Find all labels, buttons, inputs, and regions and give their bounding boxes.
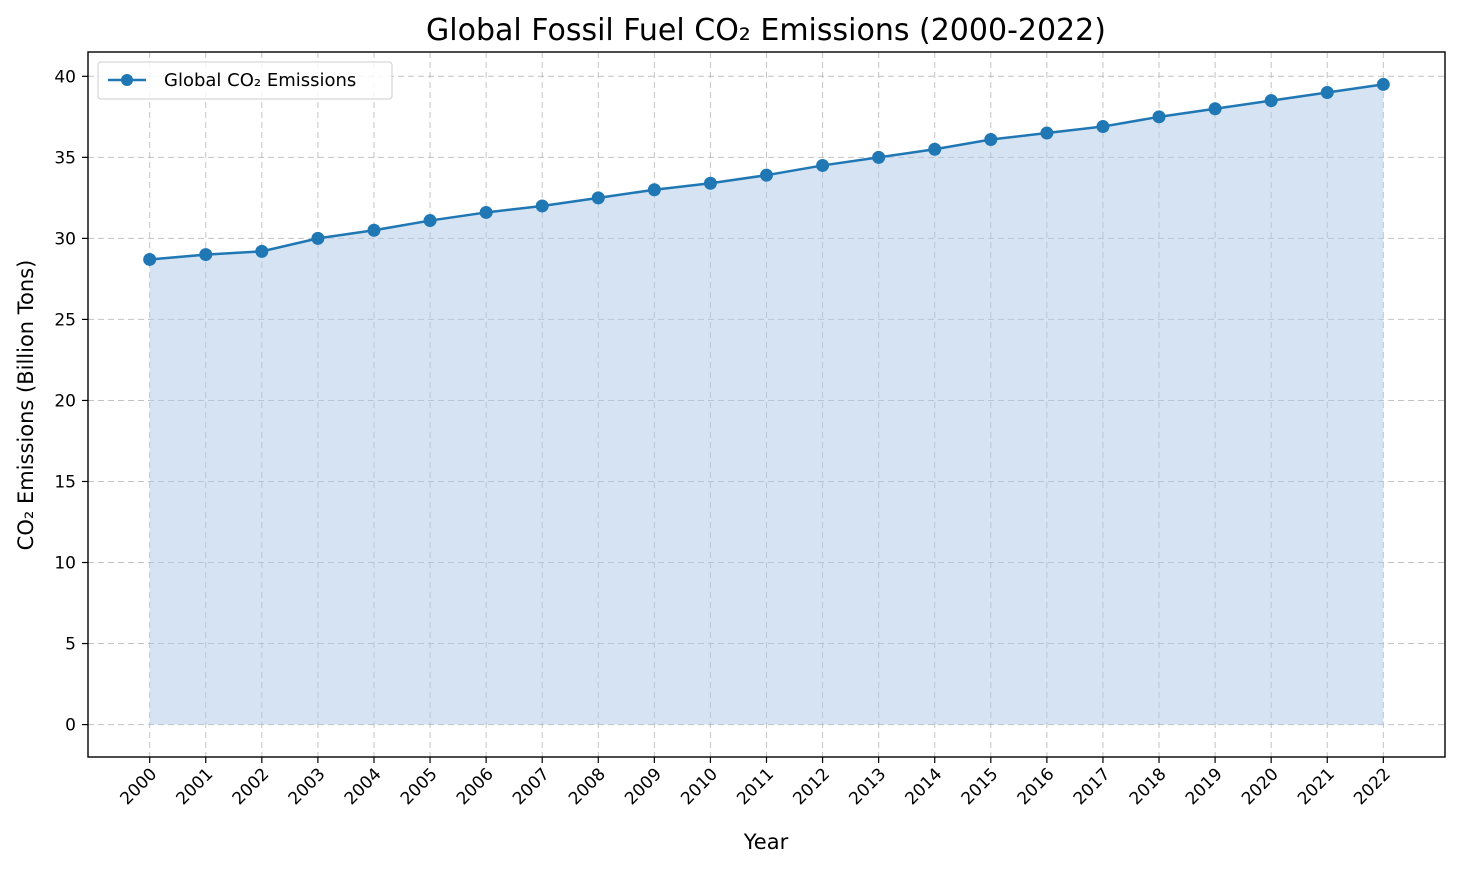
x-tick-label: 2017 bbox=[1070, 764, 1115, 809]
data-point bbox=[479, 205, 493, 219]
y-tick-label: 0 bbox=[65, 716, 76, 736]
data-point bbox=[367, 223, 381, 237]
y-tick-label: 35 bbox=[54, 148, 76, 168]
data-point bbox=[1264, 94, 1278, 108]
x-tick-label: 2010 bbox=[677, 764, 722, 809]
x-tick-label: 2008 bbox=[565, 764, 610, 809]
area-fill bbox=[149, 84, 1384, 725]
data-point bbox=[255, 244, 269, 258]
y-tick-label: 20 bbox=[54, 391, 76, 411]
data-point bbox=[1152, 110, 1166, 124]
legend-label: Global CO₂ Emissions bbox=[164, 70, 356, 91]
x-tick-label: 2007 bbox=[509, 764, 554, 809]
x-tick-label: 2009 bbox=[621, 764, 666, 809]
x-axis-ticks: 2000 2001 2002 2003 2004 2005 2006 2007 2008 2009… bbox=[116, 757, 1395, 809]
legend: Global CO₂ Emissions bbox=[97, 61, 393, 100]
data-point bbox=[535, 199, 549, 213]
data-point bbox=[1096, 120, 1110, 134]
x-tick-label: 2015 bbox=[958, 764, 1003, 809]
x-tick-label: 2019 bbox=[1182, 764, 1227, 809]
y-axis-ticks: 0 5 10 15 20 25 30 35 40 bbox=[54, 67, 88, 736]
x-tick-label: 2013 bbox=[845, 764, 890, 809]
x-tick-label: 2004 bbox=[341, 764, 386, 809]
area-under-line bbox=[149, 84, 1384, 725]
x-tick-label: 2016 bbox=[1014, 764, 1059, 809]
data-point bbox=[760, 168, 773, 182]
x-tick-label: 2005 bbox=[397, 764, 442, 809]
x-tick-label: 2002 bbox=[229, 764, 274, 809]
data-point bbox=[311, 231, 325, 245]
data-point bbox=[143, 252, 157, 266]
x-tick-label: 2020 bbox=[1238, 764, 1283, 809]
x-tick-label: 2011 bbox=[733, 764, 778, 809]
y-axis-label: CO₂ Emissions (Billion Tons) bbox=[14, 260, 38, 551]
y-tick-label: 40 bbox=[54, 67, 76, 87]
data-point bbox=[423, 214, 437, 228]
y-tick-label: 30 bbox=[54, 229, 76, 249]
x-tick-label: 2003 bbox=[285, 764, 330, 809]
data-point bbox=[647, 183, 661, 197]
data-points bbox=[143, 77, 1390, 266]
x-tick-label: 2018 bbox=[1126, 764, 1171, 809]
x-tick-label: 2000 bbox=[116, 764, 161, 809]
x-tick-label: 2012 bbox=[789, 764, 834, 809]
data-point bbox=[816, 158, 830, 172]
data-point bbox=[703, 176, 717, 190]
data-point bbox=[928, 142, 942, 156]
data-point bbox=[1040, 126, 1054, 140]
data-point bbox=[984, 133, 998, 147]
chart-title: Global Fossil Fuel CO₂ Emissions (2000-2… bbox=[426, 13, 1106, 48]
x-tick-label: 2014 bbox=[902, 764, 947, 809]
x-tick-label: 2021 bbox=[1294, 764, 1339, 809]
legend-marker-swatch bbox=[121, 74, 133, 86]
y-tick-label: 5 bbox=[65, 635, 76, 655]
data-point bbox=[872, 150, 886, 164]
legend-box bbox=[97, 61, 393, 100]
data-point bbox=[1376, 77, 1390, 91]
data-point bbox=[1320, 86, 1334, 100]
y-tick-label: 25 bbox=[54, 310, 76, 330]
data-point bbox=[199, 248, 213, 262]
x-tick-label: 2022 bbox=[1350, 764, 1395, 809]
y-tick-label: 15 bbox=[54, 472, 76, 492]
x-axis-label: Year bbox=[743, 830, 789, 854]
x-tick-label: 2001 bbox=[173, 764, 218, 809]
y-tick-label: 10 bbox=[54, 554, 76, 574]
x-tick-label: 2006 bbox=[453, 764, 498, 809]
data-point bbox=[1208, 102, 1222, 116]
data-point bbox=[591, 191, 605, 205]
